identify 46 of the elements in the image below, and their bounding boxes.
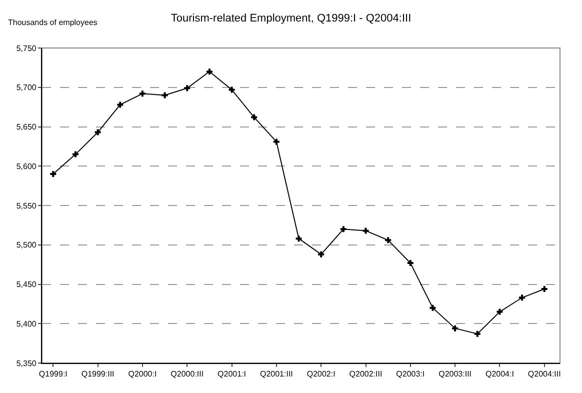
- y-tick-label: 5,650: [16, 122, 37, 132]
- point: [251, 114, 258, 120]
- point: [541, 286, 548, 292]
- point: [496, 308, 503, 315]
- point: [340, 226, 346, 232]
- point: [206, 68, 212, 75]
- y-tick-label: 5,750: [16, 44, 37, 53]
- x-tick-label: Q1999:III: [81, 370, 114, 379]
- x-tick-label: Q2000:I: [128, 370, 157, 379]
- point: [407, 260, 414, 266]
- point: [452, 325, 458, 332]
- x-tick-label: Q2002:I: [306, 370, 336, 379]
- x-tick-label: Q2002:III: [349, 370, 382, 379]
- chart-title: Tourism-related Employment, Q1999:I - Q2004:III: [170, 12, 412, 24]
- point: [228, 86, 235, 93]
- x-tick-label: Q2004:III: [528, 370, 561, 379]
- y-tick-label: 5,600: [16, 162, 37, 171]
- x-tick-label: Q2003:III: [438, 370, 472, 379]
- point: [519, 294, 526, 301]
- point: [72, 151, 78, 158]
- point: [117, 102, 124, 108]
- point: [94, 129, 101, 136]
- point: [184, 85, 190, 92]
- y-tick-label: 5,500: [16, 240, 37, 250]
- x-tick-label: Q2000:III: [170, 370, 204, 379]
- x-tick-label: Q2004:I: [485, 370, 514, 379]
- y-tick-label: 5,550: [16, 201, 37, 210]
- point: [139, 90, 146, 97]
- y-tick-label: 5,350: [16, 358, 37, 368]
- point: [50, 171, 56, 177]
- y-tick-label: 5,700: [16, 83, 37, 92]
- y-tick-label: 5,400: [16, 319, 37, 328]
- x-tick-label: Q1999:I: [38, 370, 68, 379]
- y-axis-title: Thousands of employees: [8, 18, 98, 27]
- point: [318, 251, 324, 258]
- point: [273, 138, 280, 145]
- y-tick-label: 5,450: [16, 280, 37, 290]
- point: [430, 304, 436, 311]
- point: [474, 330, 480, 337]
- point: [162, 92, 168, 98]
- x-tick-label: Q2003:I: [396, 370, 425, 379]
- point: [296, 236, 302, 242]
- point: [385, 237, 392, 244]
- x-tick-label: Q2001:III: [260, 370, 293, 379]
- point: [362, 228, 369, 234]
- x-tick-label: Q2001:I: [218, 370, 246, 379]
